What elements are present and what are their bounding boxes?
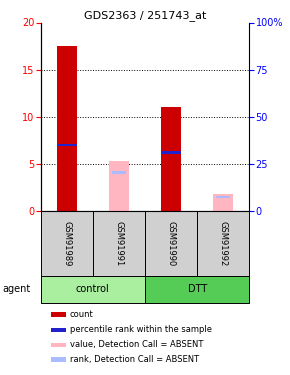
Bar — [51, 312, 66, 316]
Bar — [161, 152, 181, 154]
Text: GSM91989: GSM91989 — [62, 221, 71, 266]
Bar — [51, 328, 66, 332]
Text: percentile rank within the sample: percentile rank within the sample — [70, 326, 212, 334]
Text: agent: agent — [2, 284, 30, 294]
Bar — [145, 211, 197, 276]
Text: rank, Detection Call = ABSENT: rank, Detection Call = ABSENT — [70, 355, 199, 364]
Bar — [57, 144, 77, 147]
Bar — [41, 211, 93, 276]
Text: GSM91990: GSM91990 — [166, 221, 176, 266]
Bar — [216, 195, 230, 198]
Text: count: count — [70, 310, 94, 319]
Text: value, Detection Call = ABSENT: value, Detection Call = ABSENT — [70, 340, 203, 349]
Text: GSM91992: GSM91992 — [219, 221, 228, 266]
Bar — [51, 357, 66, 362]
Title: GDS2363 / 251743_at: GDS2363 / 251743_at — [84, 10, 206, 21]
Bar — [93, 211, 145, 276]
Text: control: control — [76, 284, 110, 294]
Bar — [57, 46, 77, 211]
Bar — [213, 194, 233, 211]
Bar — [197, 211, 249, 276]
Text: GSM91991: GSM91991 — [114, 221, 124, 266]
Bar — [51, 342, 66, 347]
Bar — [161, 107, 181, 211]
Bar — [145, 276, 249, 303]
Bar — [112, 171, 126, 174]
Bar — [109, 161, 129, 211]
Text: DTT: DTT — [188, 284, 207, 294]
Bar — [41, 276, 145, 303]
